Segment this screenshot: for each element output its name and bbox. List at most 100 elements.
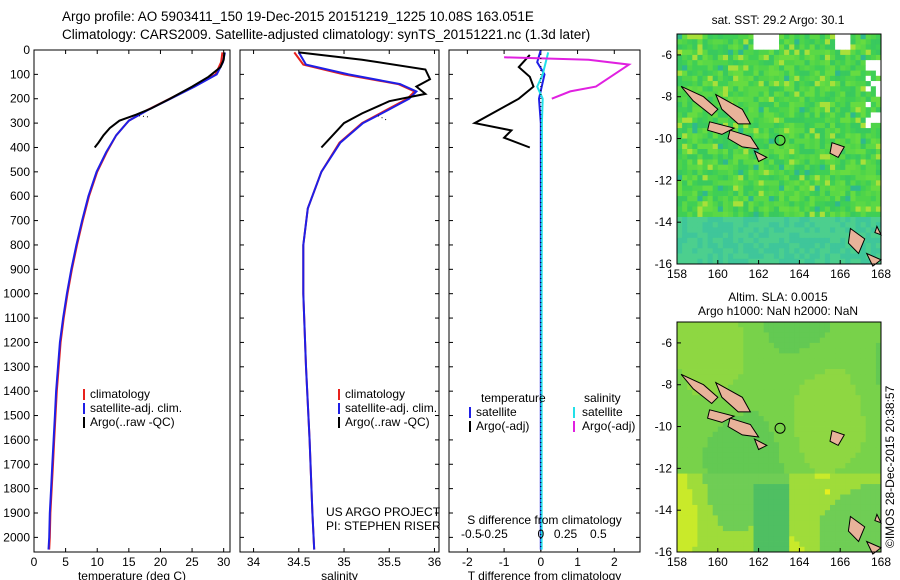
map-cell [799, 332, 805, 339]
map-cell [773, 237, 780, 244]
map-cell [697, 248, 703, 254]
map-cell [682, 237, 688, 244]
map-cell [799, 60, 805, 66]
map-cell [865, 149, 872, 155]
map-cell [692, 348, 698, 354]
map-cell [763, 541, 770, 548]
map-cell [712, 81, 719, 87]
map-cell [748, 437, 754, 443]
map-cell [804, 54, 810, 61]
map-cell [804, 133, 810, 139]
map-cell [840, 489, 846, 495]
map-cell [717, 536, 724, 542]
map-cell [687, 65, 693, 71]
map-cell [789, 348, 795, 354]
map-cell [753, 353, 759, 359]
map-cell [799, 44, 805, 51]
map-cell [804, 463, 810, 469]
map-cell [758, 185, 765, 192]
map-cell [784, 499, 790, 506]
map-cell [875, 49, 882, 56]
map-cell [865, 232, 872, 239]
y-tick-label: 500 [10, 165, 30, 179]
map-cell [702, 536, 708, 542]
map-cell [677, 96, 683, 103]
map-cell [677, 201, 683, 207]
map-cell [692, 248, 698, 254]
map-cell [682, 138, 688, 145]
map-cell [722, 541, 729, 548]
map-cell [809, 478, 816, 485]
map-cell [773, 457, 780, 464]
map-cell [728, 515, 734, 522]
map-cell [702, 44, 708, 51]
map-cell [814, 337, 821, 344]
map-cell [677, 322, 683, 328]
map-cell [819, 117, 826, 124]
map-cell [855, 96, 861, 103]
sla-map-panel: 158 160 162 164 166 168-6-8-10-12-14-16 [655, 321, 891, 569]
map-cell [722, 143, 729, 150]
map-cell [712, 348, 719, 354]
map-cell [799, 222, 805, 228]
map-cell [799, 546, 805, 553]
map-cell [835, 541, 841, 548]
map-cell [860, 348, 867, 354]
map-cell [697, 133, 703, 139]
map-cell [865, 34, 872, 40]
map-cell [743, 128, 749, 134]
map-cell [677, 258, 683, 265]
map-cell [722, 337, 729, 344]
map-cell [845, 216, 851, 223]
map-cell [784, 253, 790, 260]
map-cell [687, 525, 693, 532]
y-tick-label: 800 [10, 238, 30, 252]
map-cell [845, 410, 851, 417]
map-cell [855, 442, 861, 448]
map-cell [860, 91, 867, 98]
map-cell [789, 395, 795, 401]
map-cell [768, 447, 775, 454]
map-cell [870, 463, 877, 469]
map-cell [865, 452, 872, 459]
map-cell [768, 227, 775, 234]
map-cell [763, 389, 770, 396]
map-cell [707, 70, 714, 77]
map-cell [758, 133, 765, 139]
map-cell [717, 484, 724, 490]
map-cell [687, 363, 693, 370]
temperature-panel: 0 5 10 15 20 25 300100200300400500600700800900… [3, 43, 230, 580]
map-cell [702, 515, 708, 522]
map-cell [687, 400, 693, 407]
map-cell [728, 463, 734, 469]
map-cell [722, 525, 729, 532]
map-cell [748, 358, 754, 365]
map-cell [814, 248, 821, 254]
map-cell [830, 468, 836, 474]
map-cell [677, 122, 683, 129]
map-cell [738, 206, 744, 213]
map-cell [809, 175, 816, 181]
map-cell [855, 128, 861, 134]
map-cell [712, 499, 719, 506]
map-cell [799, 101, 805, 108]
map-cell [707, 348, 714, 354]
map-cell [753, 96, 759, 103]
map-cell [687, 44, 693, 51]
map-cell [845, 363, 851, 370]
map-cell [814, 447, 821, 454]
map-cell [819, 70, 826, 77]
map-cell [830, 536, 836, 542]
map-cell [779, 133, 785, 139]
map-cell [855, 70, 861, 77]
map-cell [840, 332, 846, 339]
map-cell [712, 478, 719, 485]
map-cell [824, 101, 831, 108]
map-cell [697, 442, 703, 448]
map-cell [794, 358, 800, 365]
map-cell [748, 96, 754, 103]
map-cell [819, 405, 826, 412]
map-cell [850, 327, 856, 333]
map-cell [743, 190, 749, 197]
map-cell [738, 322, 744, 328]
